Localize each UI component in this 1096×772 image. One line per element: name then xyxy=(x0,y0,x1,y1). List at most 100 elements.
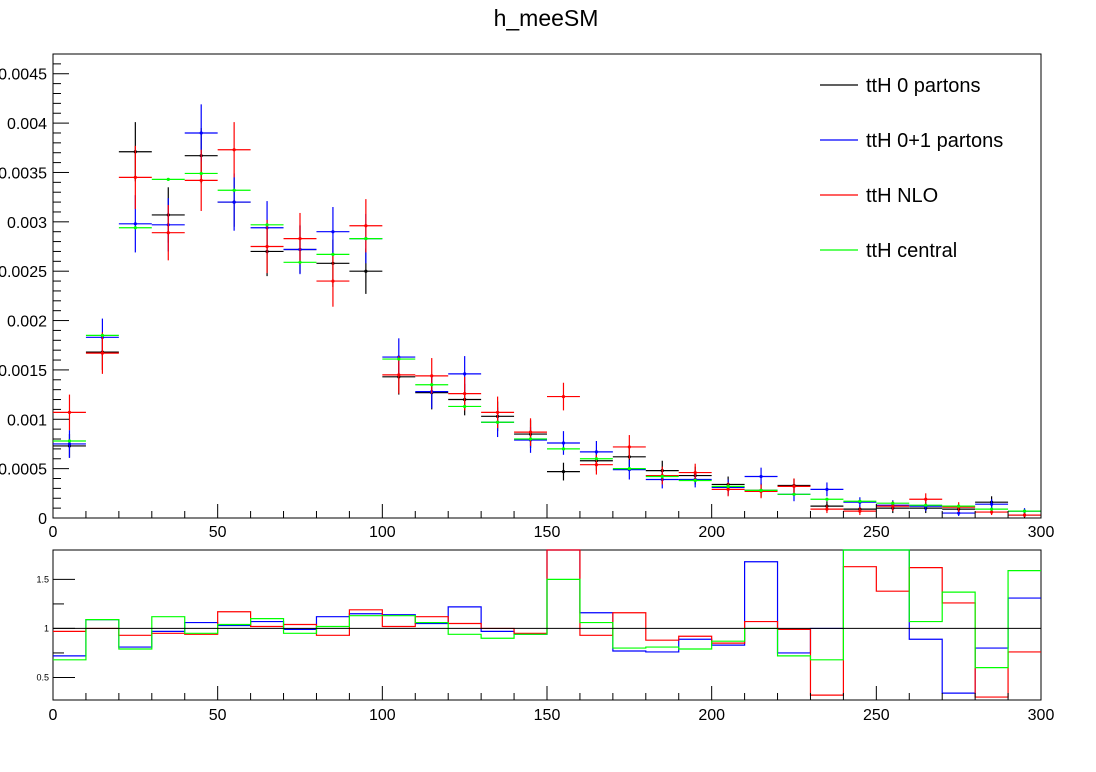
x-tick-label: 0 xyxy=(49,524,58,541)
point-marker xyxy=(627,445,631,449)
point-marker xyxy=(528,437,533,441)
data-point xyxy=(547,462,580,481)
point-marker xyxy=(199,178,203,182)
x-tick-label: 200 xyxy=(698,524,725,541)
data-point xyxy=(316,207,350,257)
point-marker xyxy=(463,404,467,409)
point-marker xyxy=(331,252,335,257)
point-marker xyxy=(166,231,170,235)
ratio-plot-area xyxy=(53,549,1041,698)
point-marker xyxy=(594,463,599,467)
y-tick-label: 0.003 xyxy=(7,215,47,232)
y-tick-label: 0.0015 xyxy=(0,363,47,380)
data-point xyxy=(283,212,317,265)
data-point xyxy=(942,504,976,508)
point-marker xyxy=(364,237,368,241)
point-marker xyxy=(693,470,697,475)
data-point xyxy=(415,358,449,394)
data-point xyxy=(283,260,317,264)
data-point xyxy=(711,484,745,489)
data-point xyxy=(448,376,482,411)
x-tick-label: 100 xyxy=(369,524,396,541)
legend-entry: ttH central xyxy=(820,240,957,262)
x-tick-label: 250 xyxy=(863,524,890,541)
data-point xyxy=(85,333,119,337)
data-point xyxy=(744,467,778,486)
data-point xyxy=(579,457,613,461)
point-marker xyxy=(990,502,994,506)
data-point xyxy=(53,439,86,443)
x-tick-label: 300 xyxy=(1028,524,1055,541)
data-point xyxy=(217,122,251,178)
point-marker xyxy=(726,484,730,489)
point-marker xyxy=(166,177,170,181)
y-tick-label: 0.001 xyxy=(7,412,47,429)
y-tick-label: 0.0045 xyxy=(0,67,47,84)
point-marker xyxy=(924,497,928,501)
point-marker xyxy=(528,430,533,434)
point-marker xyxy=(133,175,137,180)
point-marker xyxy=(133,222,137,226)
data-point xyxy=(151,205,185,261)
point-marker xyxy=(891,504,895,508)
point-marker xyxy=(199,171,203,176)
x-tick-label: 300 xyxy=(1028,707,1055,724)
point-marker xyxy=(957,504,961,508)
point-marker xyxy=(990,510,994,514)
data-point xyxy=(382,356,416,394)
data-point xyxy=(1008,509,1041,513)
data-point xyxy=(53,430,86,458)
point-marker xyxy=(496,410,500,414)
y-tick-label: 0.002 xyxy=(7,314,47,331)
data-point xyxy=(151,177,185,181)
data-point xyxy=(744,488,778,492)
data-point xyxy=(547,431,580,455)
data-point xyxy=(448,404,482,409)
data-point xyxy=(118,145,152,209)
legend-entry: ttH 0+1 partons xyxy=(820,130,1003,152)
data-point xyxy=(678,463,712,482)
legend-label: ttH central xyxy=(866,240,957,262)
point-marker xyxy=(759,488,763,492)
point-marker xyxy=(265,244,269,249)
point-marker xyxy=(463,392,467,396)
data-point xyxy=(514,418,547,446)
data-point xyxy=(810,482,844,497)
data-point xyxy=(810,505,844,514)
y-tick-label: 0 xyxy=(38,511,47,528)
main-axes: 0 0.0005 0.001 0.0015 0.002 0.0025 0.003 0.0035… xyxy=(0,53,1055,541)
point-marker xyxy=(298,260,302,264)
x-tick-label: 100 xyxy=(369,707,396,724)
legend-label: ttH NLO xyxy=(866,185,938,207)
legend: ttH 0 partons ttH 0+1 partons ttH NLO ttH c… xyxy=(820,75,1003,262)
data-point xyxy=(843,499,877,503)
point-marker xyxy=(825,487,829,491)
point-marker xyxy=(891,501,895,505)
x-tick-label: 150 xyxy=(534,524,561,541)
data-point xyxy=(810,497,844,501)
point-marker xyxy=(67,439,72,443)
point-marker xyxy=(1022,509,1027,513)
ratio-axes: 0.5 1 1.5 0 50 100 150 200 250 300 xyxy=(36,574,1054,724)
point-marker xyxy=(693,478,697,483)
x-tick-label: 250 xyxy=(863,707,890,724)
x-tick-label: 200 xyxy=(698,707,725,724)
legend-label: ttH 0 partons xyxy=(866,75,981,97)
data-point xyxy=(547,447,580,451)
data-point xyxy=(85,332,119,374)
data-point xyxy=(711,482,745,497)
point-marker xyxy=(463,372,467,376)
data-point xyxy=(975,507,1009,511)
point-marker xyxy=(561,441,566,445)
data-point xyxy=(645,474,679,479)
data-point xyxy=(184,171,218,176)
point-marker xyxy=(858,499,862,503)
point-marker xyxy=(232,200,236,204)
point-marker xyxy=(331,279,335,283)
data-point xyxy=(316,252,350,257)
data-point xyxy=(612,467,646,471)
legend-entry: ttH 0 partons xyxy=(820,75,981,97)
data-point xyxy=(909,503,943,507)
point-marker xyxy=(561,447,566,451)
data-point xyxy=(349,199,383,253)
